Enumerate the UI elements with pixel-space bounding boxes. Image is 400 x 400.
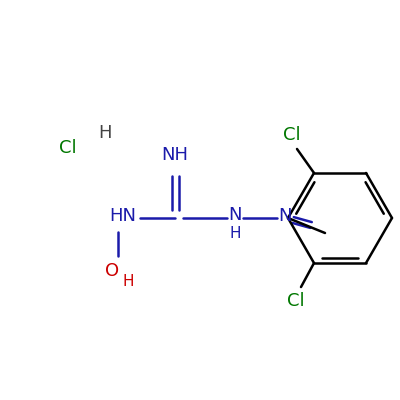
Text: HN: HN bbox=[110, 207, 136, 225]
Text: N: N bbox=[228, 206, 242, 224]
Text: Cl: Cl bbox=[283, 126, 301, 144]
Text: NH: NH bbox=[162, 146, 188, 164]
Text: O: O bbox=[105, 262, 119, 280]
Text: Cl: Cl bbox=[59, 139, 77, 157]
Text: H: H bbox=[229, 226, 241, 242]
Text: Cl: Cl bbox=[287, 292, 305, 310]
Text: H: H bbox=[122, 274, 134, 290]
Text: N: N bbox=[278, 207, 292, 225]
Text: H: H bbox=[98, 124, 112, 142]
